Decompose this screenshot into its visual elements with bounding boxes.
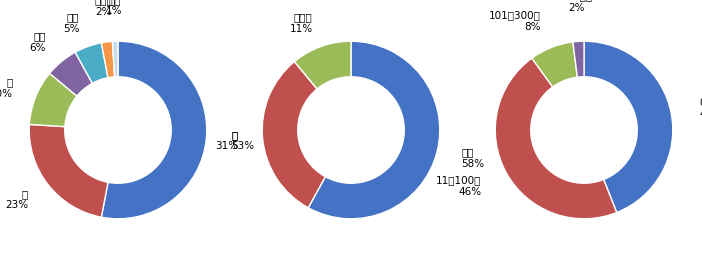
Wedge shape (29, 73, 77, 127)
Wedge shape (29, 125, 108, 217)
Text: 0～10名
44%: 0～10名 44% (699, 97, 702, 119)
Wedge shape (101, 41, 207, 219)
Text: 住
23%: 住 23% (5, 189, 28, 210)
Text: 衣食
1%: 衣食 1% (106, 0, 123, 16)
Text: 卸
31%: 卸 31% (215, 130, 238, 152)
Text: 食住
6%: 食住 6% (29, 32, 46, 53)
Text: 食
53%: 食 53% (231, 130, 254, 152)
Text: 衣住
5%: 衣住 5% (63, 12, 79, 34)
Wedge shape (294, 41, 351, 89)
Wedge shape (101, 41, 114, 78)
Wedge shape (532, 42, 577, 87)
Wedge shape (573, 41, 584, 77)
Text: その他
11%: その他 11% (289, 12, 312, 34)
Text: 11～100名
46%: 11～100名 46% (436, 176, 482, 197)
Wedge shape (495, 58, 616, 219)
Wedge shape (112, 41, 118, 77)
Wedge shape (50, 52, 93, 96)
Text: 衣食住
2%: 衣食住 2% (94, 0, 113, 17)
Text: 101～300名
8%: 101～300名 8% (489, 10, 541, 32)
Wedge shape (584, 41, 673, 212)
Wedge shape (263, 62, 325, 208)
Wedge shape (75, 43, 108, 83)
Text: 衣
10%: 衣 10% (0, 77, 13, 99)
Text: 製造
58%: 製造 58% (461, 147, 484, 169)
Wedge shape (308, 41, 439, 219)
Text: 300名～
2%: 300名～ 2% (561, 0, 592, 13)
